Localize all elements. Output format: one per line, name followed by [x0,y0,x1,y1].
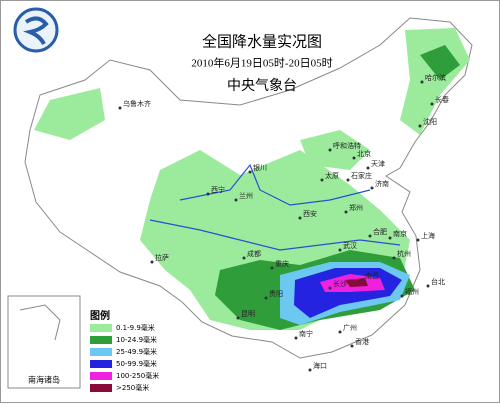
city-label: 广州 [343,323,357,332]
legend-label: 0.1-9.9毫米 [116,323,155,332]
period: 2010年6月19日05时-20日05时 [191,56,332,70]
city-label: 乌鲁木齐 [123,99,151,108]
legend-title: 图例 [90,309,110,322]
city-label: 郑州 [349,204,363,212]
city-dot [416,238,420,242]
legend-label: 25-49.9毫米 [116,347,157,356]
city-label: 南京 [393,229,407,238]
city-dot [234,198,238,202]
legend-swatch [90,336,112,344]
city-label: 太原 [325,171,339,180]
city-label: 呼和浩特 [333,141,361,150]
city-label: 北京 [357,149,371,158]
rivers [149,163,401,251]
city-label: 石家庄 [351,171,372,180]
city-label: 西安 [303,209,317,218]
inset: 南海诸岛 [7,295,81,389]
city-label: 上海 [421,231,435,240]
city-dot [368,234,372,238]
city-dot [298,216,302,220]
logo [13,7,59,53]
city-dot [320,178,324,182]
city-label: 兰州 [239,191,253,200]
city-label: 南宁 [299,329,313,338]
city-dot [308,368,312,372]
city-label: 天津 [371,160,385,168]
city-dot [338,248,342,252]
agency: 中央气象台 [227,78,297,94]
city-dot [294,336,298,340]
legend-swatch [90,348,112,356]
city-label: 杭州 [397,249,411,258]
city-dot [338,330,342,334]
city-dot [418,124,422,128]
city-dot [360,278,364,282]
city-dot [206,192,210,196]
city-dot [150,260,154,264]
city-dot [242,256,246,260]
city-label: 合肥 [373,227,387,236]
city-label: 济南 [375,179,389,188]
city-label: 南昌 [365,271,379,280]
legend-label: 50-99.9毫米 [116,359,157,368]
city-dot [248,170,252,174]
city-dot [344,210,348,214]
city-dot [350,344,354,348]
legend: 图例 0.1-9.9毫米 10-24.9毫米 25-49.9毫米 50-99.9毫米 1… [90,309,159,392]
city-dot [366,166,370,170]
city-label: 武汉 [343,241,357,250]
city-label: 台北 [431,277,445,286]
city-dot [328,286,332,290]
city-dot [392,256,396,260]
city-dot [426,284,430,288]
city-dot [388,236,392,240]
city-dot [420,80,424,84]
legend-swatch [90,372,112,380]
city-dot [352,156,356,160]
city-dot [118,106,122,110]
legend-label: >250毫米 [116,383,149,392]
legend-label: 10-24.9毫米 [116,335,157,344]
city-label: 成都 [247,249,261,258]
city-dot [270,266,274,270]
city-label: 长春 [435,95,449,104]
legend-swatch [90,360,112,368]
legend-swatch [90,324,112,332]
city-label: 福州 [405,287,419,296]
city-dot [346,178,350,182]
legend-swatch [90,384,112,392]
city-label: 沈阳 [423,117,437,126]
city-dot [430,102,434,106]
city-label: 长沙 [333,279,347,288]
city-label: 哈尔滨 [425,73,446,82]
inset-label: 南海诸岛 [28,375,60,385]
city-label: 香港 [355,337,369,346]
city-dot [264,296,268,300]
legend-label: 100-250毫米 [116,371,159,380]
city-label: 昆明 [241,310,255,318]
city-label: 拉萨 [155,253,169,262]
city-label: 西宁 [211,185,225,194]
city-dot [236,316,240,320]
city-label: 银川 [253,163,267,172]
city-label: 海口 [313,361,327,370]
city-dot [370,186,374,190]
city-label: 重庆 [275,259,289,268]
title: 全国降水量实况图 [202,33,322,51]
city-dot [400,294,404,298]
city-label: 贵阳 [269,289,283,298]
city-dot [328,148,332,152]
